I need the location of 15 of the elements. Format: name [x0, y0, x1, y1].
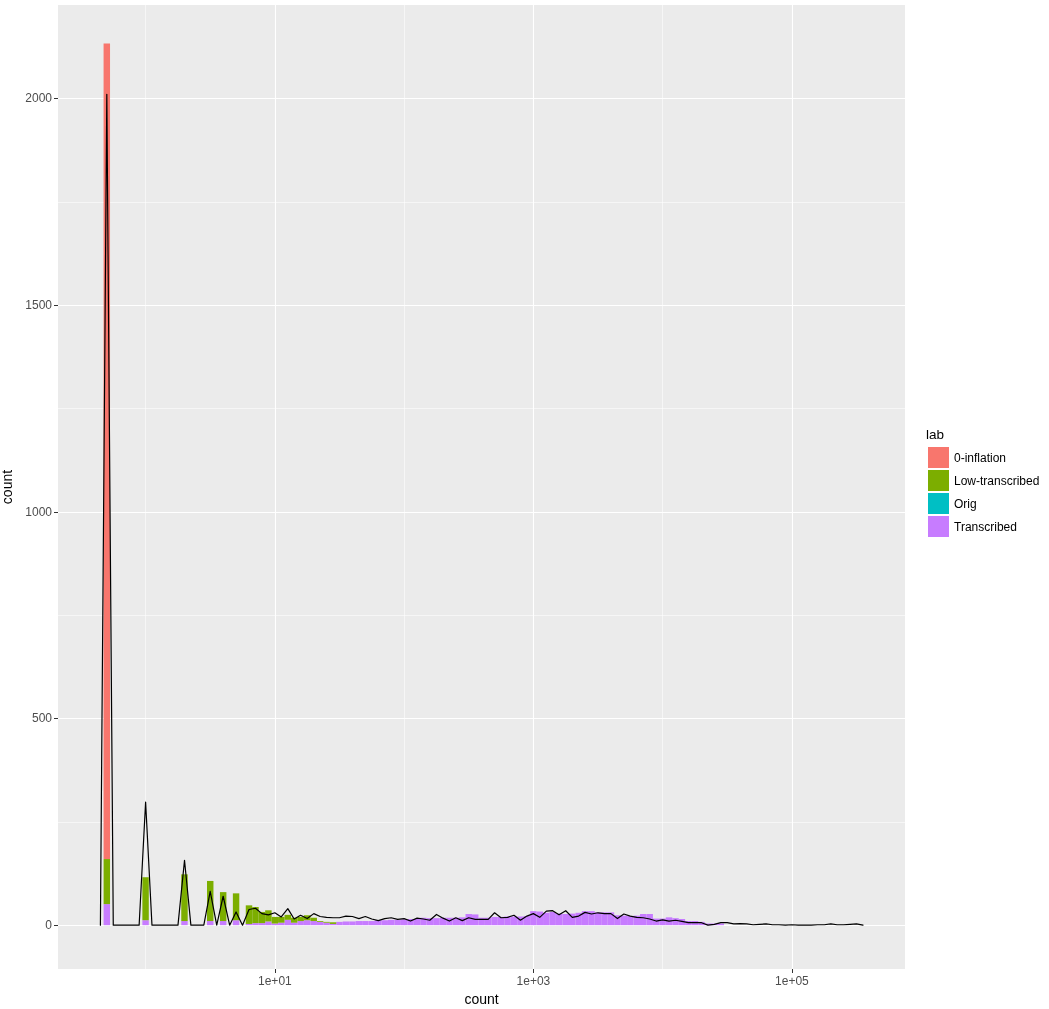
legend-label: Low-transcribed	[954, 473, 1040, 488]
x-axis-title: count	[464, 990, 499, 1007]
y-axis-title: count	[0, 469, 16, 505]
y-tick-label: 0	[45, 918, 53, 933]
legend-label: 0-inflation	[954, 450, 1007, 465]
y-tick-label: 1000	[25, 504, 53, 519]
y-tick-label: 500	[31, 711, 53, 726]
x-tick-label: 1e+05	[775, 974, 810, 988]
legend-title: lab	[926, 426, 945, 442]
y-tick-label: 2000	[25, 91, 53, 106]
legend-label: Orig	[954, 496, 977, 511]
legend-label: Transcribed	[954, 519, 1017, 534]
x-tick-label: 1e+03	[516, 974, 551, 988]
y-tick-label: 1500	[25, 298, 53, 313]
x-tick-label: 1e+01	[258, 974, 293, 988]
